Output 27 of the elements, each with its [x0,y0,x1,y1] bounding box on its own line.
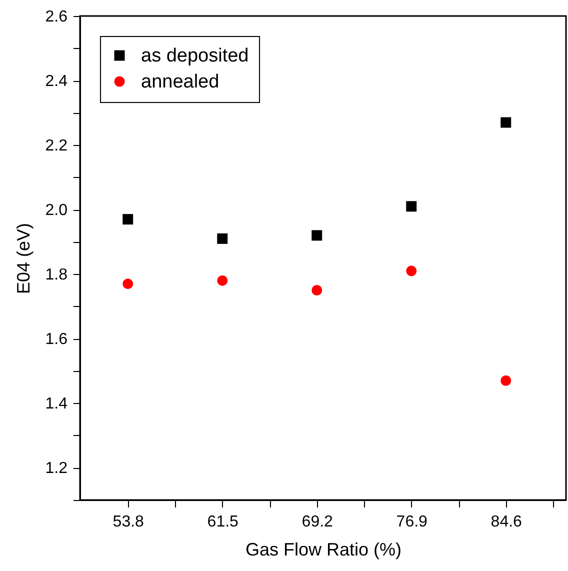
point [217,275,228,286]
y-tick-label: 2.0 [45,202,68,220]
y-tick-label: 2.4 [45,73,68,90]
x-tick-label: 53.8 [112,514,144,530]
point [406,266,417,276]
x-tick-label: 69.2 [302,514,334,530]
y-tick-label: 1.2 [45,460,68,478]
point [500,375,512,386]
point [312,285,322,296]
point [122,278,134,290]
legend-label: annealed [141,72,220,92]
legend-label: as deposited [141,46,249,66]
point [217,233,228,244]
point [122,214,134,225]
y-axis-title: E04 (eV) [13,222,34,294]
y-tick-label: 2.6 [45,8,68,26]
point [312,230,322,241]
y-tick-label: 1.4 [45,396,68,413]
x-tick-label: 76.9 [396,514,428,530]
x-tick-label: 84.6 [490,514,522,530]
y-tick-label: 1.6 [45,331,68,348]
y-tick-label: 1.8 [45,266,68,284]
x-axis-title: Gas Flow Ratio (%) [245,540,402,560]
x-tick-label: 61.5 [207,514,239,530]
point [500,117,512,128]
y-tick-label: 2.2 [45,138,68,155]
point [406,201,417,212]
